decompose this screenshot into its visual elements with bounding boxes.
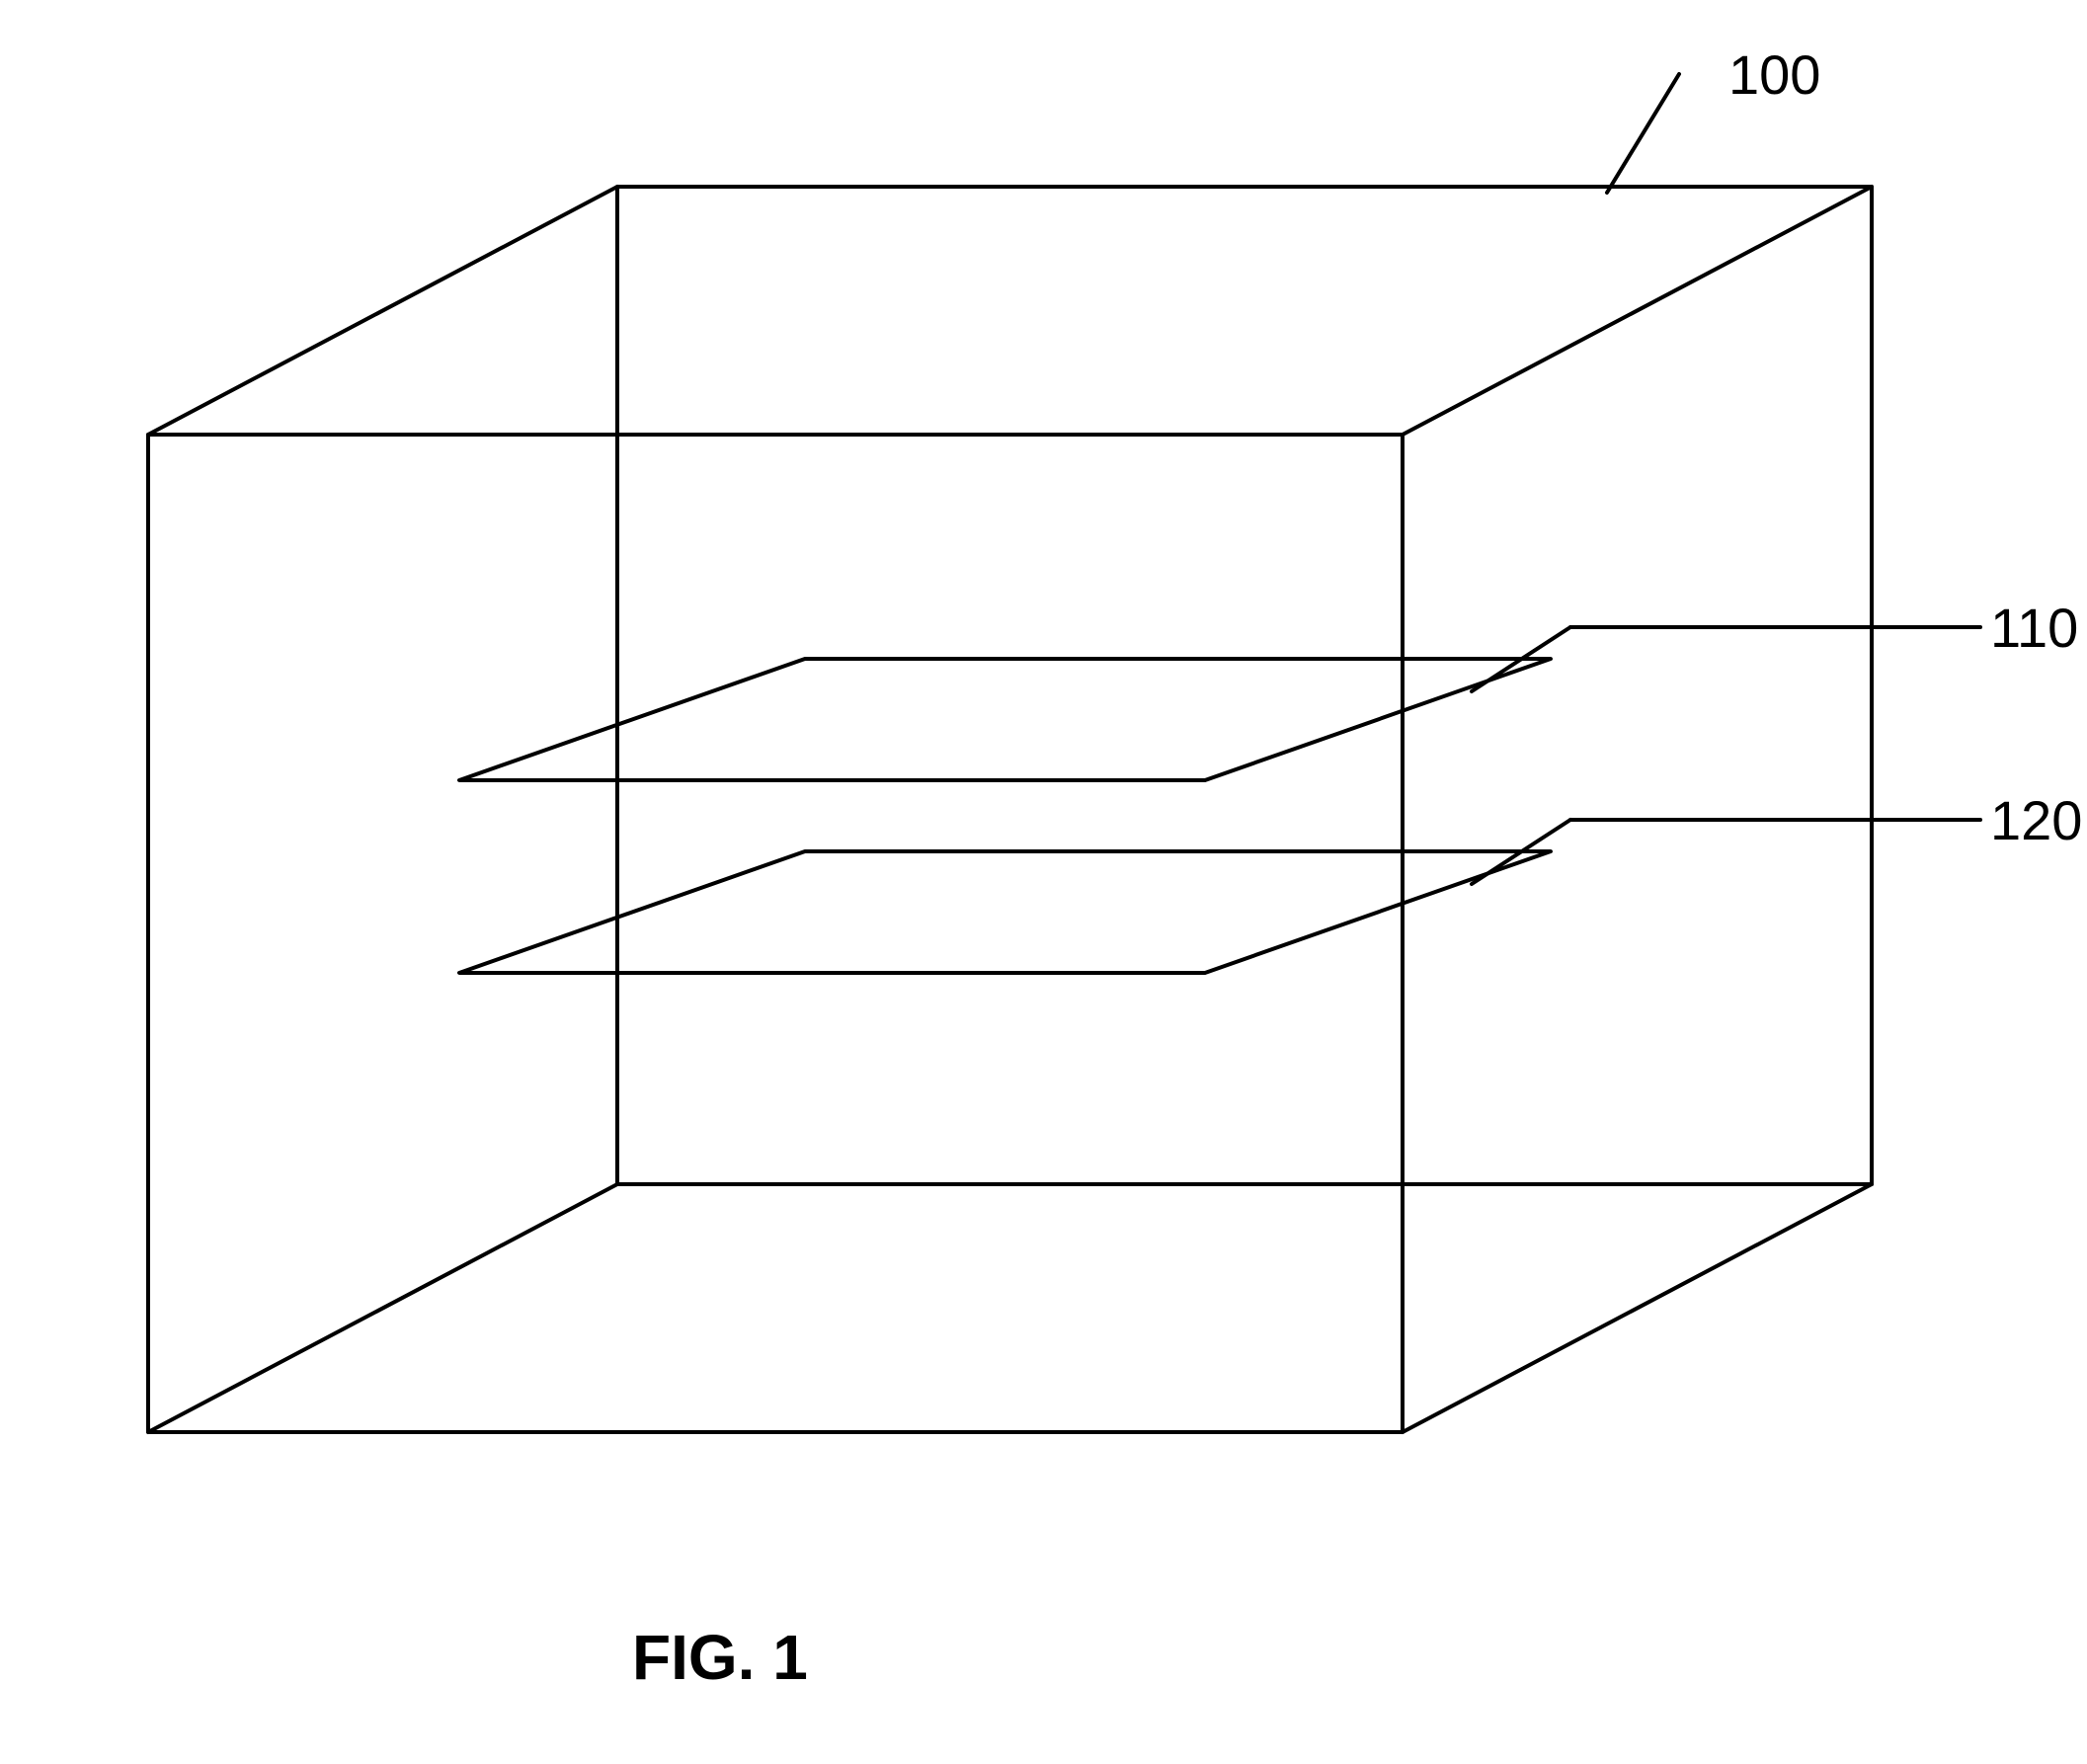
plane-110 — [459, 659, 1551, 780]
box-edge-br — [1403, 1184, 1872, 1432]
box-edge-tl — [148, 187, 617, 435]
callout-120-label: 120 — [1990, 789, 2082, 851]
box-back-face — [617, 187, 1872, 1184]
callout-100-label: 100 — [1728, 43, 1820, 106]
callout-100-leader-0 — [1607, 74, 1679, 193]
plane-120 — [459, 851, 1551, 973]
box-front-face — [148, 435, 1403, 1432]
box-edge-bl — [148, 1184, 617, 1432]
figure-svg: 100 110 120 FIG. 1 — [0, 0, 2087, 1764]
figure-caption: FIG. 1 — [632, 1622, 808, 1693]
box-edge-tr — [1403, 187, 1872, 435]
callout-110-label: 110 — [1990, 597, 2078, 659]
